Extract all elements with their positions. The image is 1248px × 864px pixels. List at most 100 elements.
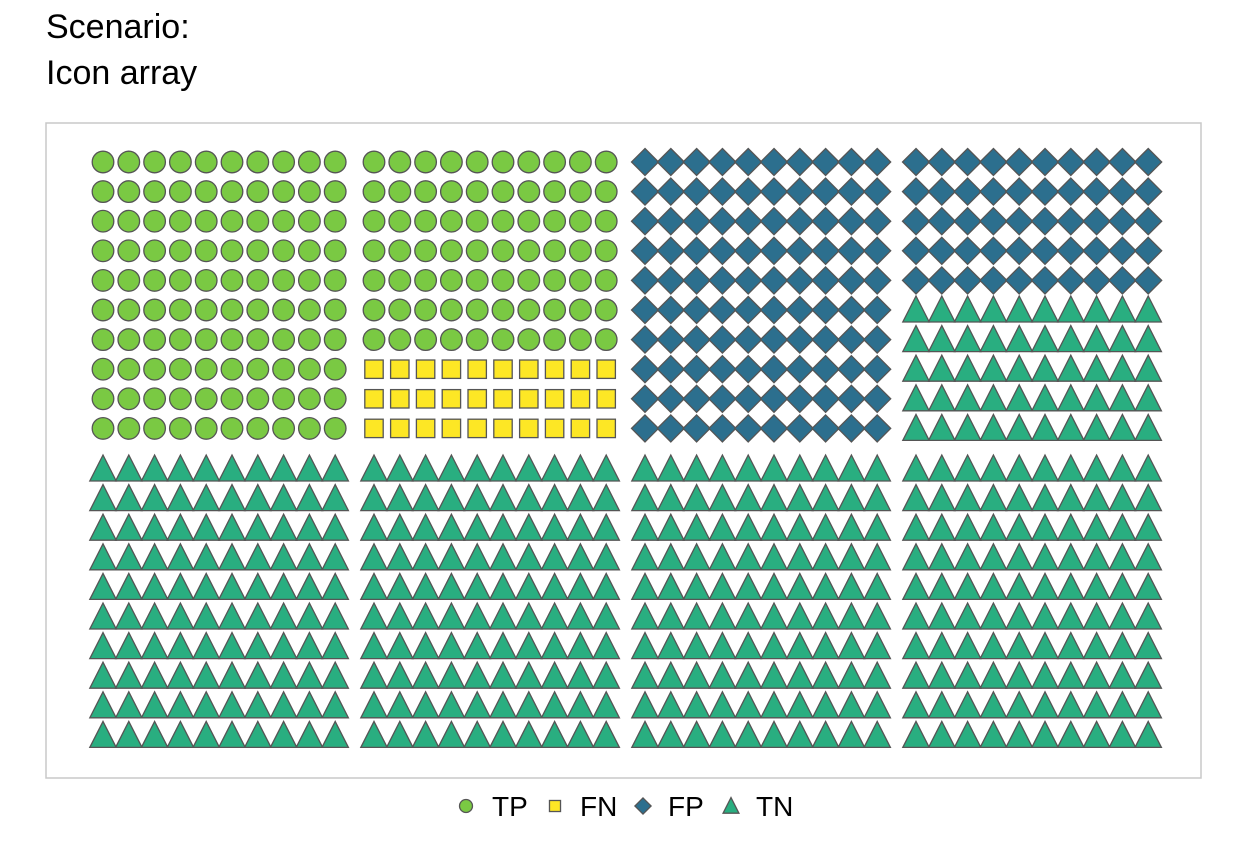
icon-tn — [88, 660, 118, 689]
icon-tn — [217, 690, 247, 719]
icon-tn — [566, 719, 595, 749]
icon-tn — [411, 453, 440, 482]
icon-tn — [191, 660, 221, 689]
icon-tn — [862, 719, 892, 749]
icon-tn — [359, 631, 389, 660]
icon-tp — [246, 357, 270, 381]
icon-tn — [411, 571, 440, 601]
icon-fp — [682, 354, 712, 384]
icon-tn — [320, 631, 350, 660]
icon-fn — [544, 418, 565, 439]
icon-tn — [514, 512, 544, 541]
icon-tn — [114, 601, 144, 630]
icon-tn — [114, 453, 144, 482]
icon-tp — [297, 150, 321, 174]
icon-tn — [927, 631, 957, 660]
icon-tp — [543, 180, 567, 204]
icon-tn — [411, 631, 440, 660]
icon-tn — [953, 383, 982, 412]
icon-tn — [759, 719, 789, 749]
icon-fp — [656, 236, 686, 266]
icon-tp — [168, 180, 192, 204]
icon-tn — [488, 601, 518, 630]
icon-tn — [1108, 383, 1137, 412]
icon-tn — [411, 512, 440, 541]
icon-fp — [1082, 236, 1112, 266]
icon-tn — [1108, 512, 1137, 541]
icon-tn — [191, 453, 221, 482]
icon-fn — [364, 418, 384, 439]
icon-tn — [1082, 412, 1111, 442]
icon-tn — [385, 631, 415, 660]
icon-fp — [656, 413, 686, 443]
icon-tp — [168, 209, 192, 233]
icon-fp — [656, 295, 686, 325]
icon-tn — [708, 512, 737, 541]
icon-tn — [953, 353, 982, 382]
icon-tn — [411, 660, 440, 689]
icon-tn — [566, 542, 595, 571]
icon-tn — [540, 631, 569, 660]
icon-tp — [117, 268, 141, 292]
icon-tp — [272, 328, 296, 352]
icon-fn — [441, 418, 462, 439]
icon-tn — [1030, 383, 1060, 412]
icon-tn — [901, 483, 931, 512]
icon-tn — [682, 542, 711, 571]
icon-tp — [297, 180, 321, 204]
icon-tn — [295, 571, 324, 601]
icon-fp — [656, 325, 686, 355]
icon-tp — [220, 180, 244, 204]
icon-fp — [811, 236, 841, 266]
legend-fp-icon — [633, 796, 653, 816]
icon-tn — [514, 483, 544, 512]
icon-tn — [901, 512, 931, 541]
icon-tp — [323, 387, 347, 411]
icon-tp — [323, 268, 347, 292]
icon-tn — [385, 542, 415, 571]
icon-tn — [927, 571, 957, 601]
icon-tp — [220, 268, 244, 292]
icon-tp — [91, 150, 115, 174]
icon-tn — [191, 483, 221, 512]
icon-fp — [1004, 147, 1034, 177]
icon-tn — [1056, 571, 1086, 601]
icon-tp — [91, 298, 115, 322]
icon-tn — [114, 542, 144, 571]
legend-item-tn: TN — [722, 791, 793, 822]
icon-tn — [682, 512, 711, 541]
icon-tp — [414, 209, 438, 233]
icon-tp — [362, 298, 386, 322]
icon-fp — [811, 147, 841, 177]
legend-item-fn: FN — [548, 791, 617, 822]
icon-tn — [488, 453, 518, 482]
icon-tn — [88, 690, 118, 719]
icon-tn — [953, 631, 982, 660]
icon-fn — [493, 388, 513, 409]
icon-fp — [811, 295, 841, 325]
icon-tp — [491, 180, 515, 204]
icon-tp — [143, 180, 167, 204]
icon-tn — [630, 571, 660, 601]
icon-tn — [759, 512, 789, 541]
icon-tp — [517, 239, 541, 263]
icon-tn — [217, 542, 247, 571]
icon-tp — [117, 387, 141, 411]
icon-tn — [759, 660, 789, 689]
icon-fp — [656, 354, 686, 384]
icon-fp — [811, 206, 841, 236]
icon-tn — [566, 660, 595, 689]
icon-tp — [91, 268, 115, 292]
icon-tn — [320, 571, 350, 601]
icon-fn — [389, 418, 410, 439]
icon-tp — [362, 239, 386, 263]
icon-tn — [682, 571, 711, 601]
icon-fn — [364, 388, 384, 409]
icon-tn — [630, 453, 660, 482]
icon-tn — [540, 453, 569, 482]
icon-fp — [836, 384, 866, 414]
icon-tp — [297, 328, 321, 352]
icon-tn — [295, 631, 324, 660]
icon-tn — [862, 512, 892, 541]
icon-tn — [953, 542, 982, 571]
